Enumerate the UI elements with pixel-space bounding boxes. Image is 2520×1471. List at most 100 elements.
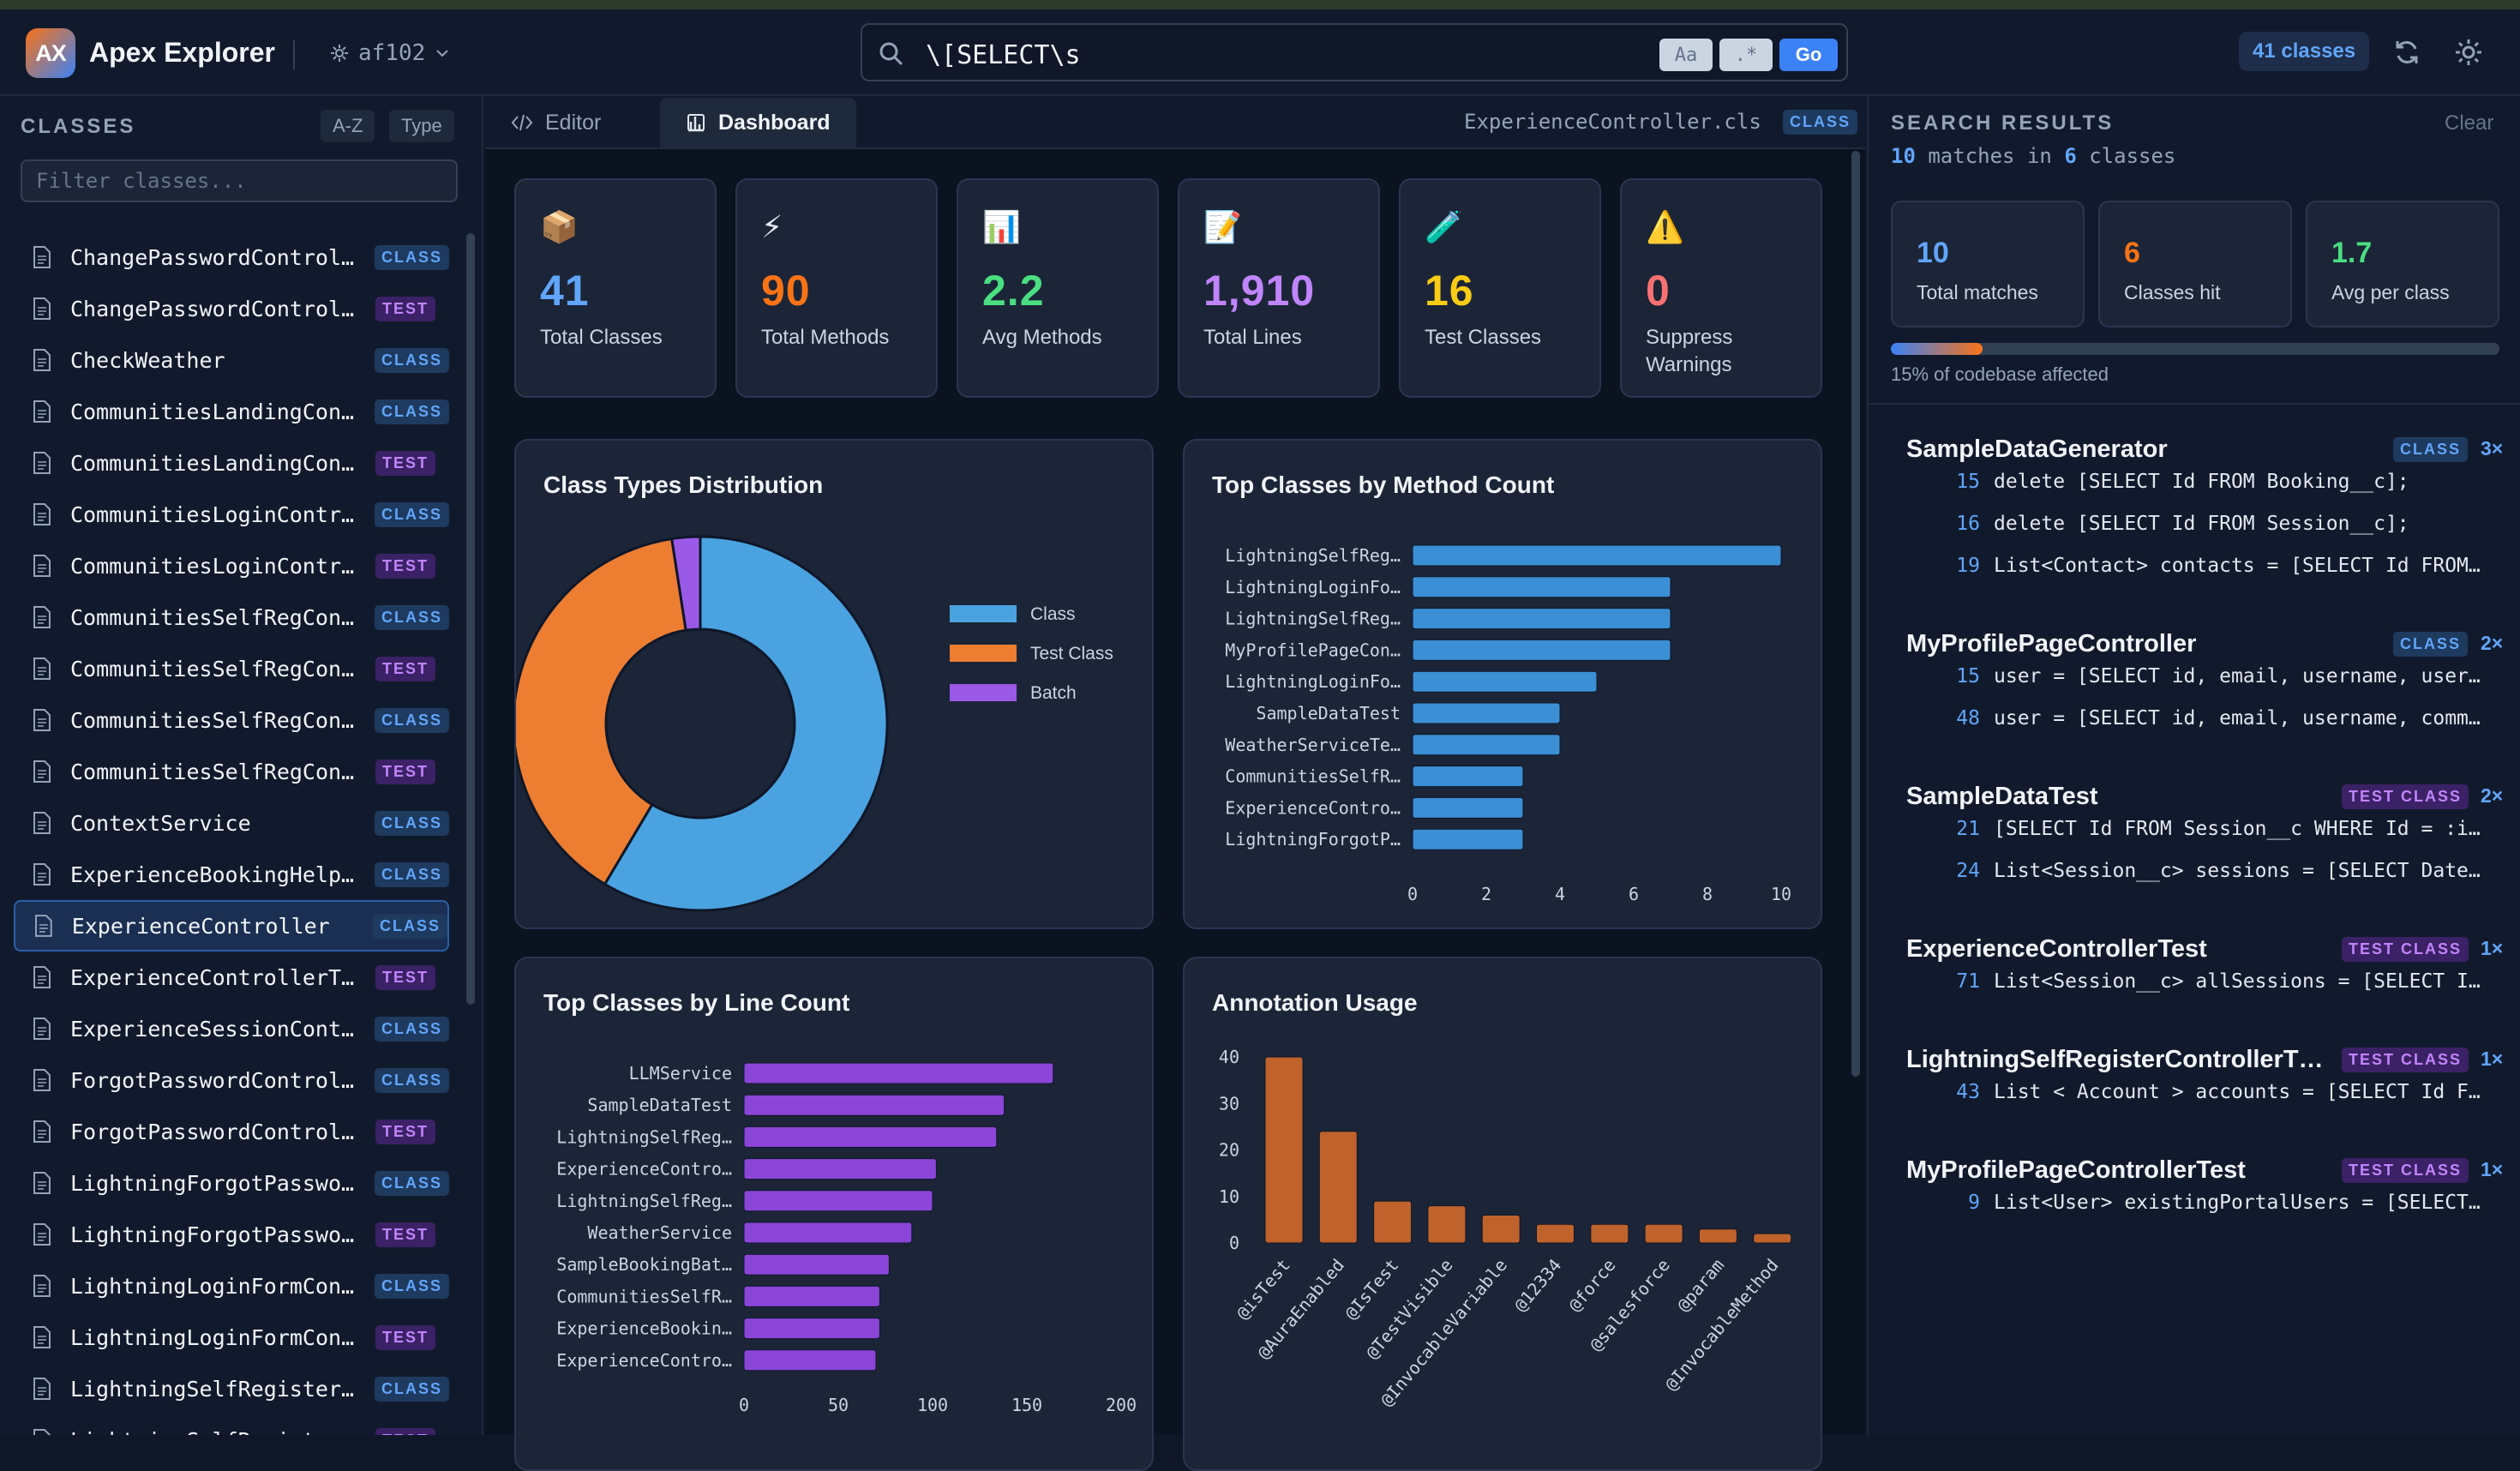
result-line[interactable]: 24 List<Session__c> sessions = [SELECT Da… (1942, 850, 2491, 892)
result-line[interactable]: 15 delete [SELECT Id FROM Booking__c]; (1942, 461, 2491, 502)
bar[interactable] (743, 1285, 880, 1307)
bar[interactable] (1590, 1223, 1629, 1244)
clear-results-button[interactable]: Clear (2445, 111, 2494, 135)
result-line[interactable]: 71 List<Session__c> allSessions = [SELECT… (1942, 961, 2491, 1002)
class-list-item[interactable]: CommunitiesSelfRegContr… TEST (14, 746, 449, 797)
bar[interactable] (1698, 1228, 1737, 1244)
class-list-item[interactable]: ForgotPasswordControlle… TEST (14, 1106, 449, 1157)
result-line[interactable]: 15 user = [SELECT id, email, username, us… (1942, 656, 2491, 697)
tab-editor[interactable]: Editor (485, 98, 627, 147)
bar[interactable] (1481, 1214, 1521, 1244)
result-line[interactable]: 19 List<Contact> contacts = [SELECT Id FR… (1942, 545, 2491, 586)
tick-label: 30 (1219, 1093, 1239, 1114)
class-list-item[interactable]: CommunitiesSelfRegConfi… TEST (14, 643, 449, 694)
result-line[interactable]: 9 List<User> existingPortalUsers = [SELEC… (1942, 1182, 2491, 1223)
class-list-item[interactable]: CommunitiesLoginControl… TEST (14, 540, 449, 591)
bar[interactable] (743, 1222, 913, 1244)
regex-button[interactable]: .* (1719, 39, 1773, 71)
match-case-button[interactable]: Aa (1659, 39, 1713, 71)
pie-slice[interactable] (603, 535, 889, 912)
result-class-name[interactable]: LightningSelfRegisterControllerT… (1906, 1046, 2324, 1073)
bar[interactable] (743, 1318, 880, 1340)
pie-slice[interactable] (516, 537, 687, 886)
class-type-badge: TEST (375, 450, 436, 476)
search-bar[interactable]: \[SELECT\s Aa .* Go (861, 23, 1848, 81)
class-filter-input[interactable] (21, 159, 458, 202)
class-list-item[interactable]: CommunitiesLandingContr… TEST (14, 437, 449, 489)
class-list-item[interactable]: ExperienceBookingHelper CLASS (14, 849, 449, 900)
result-line[interactable]: 16 delete [SELECT Id FROM Session__c]; (1942, 503, 2491, 544)
bar[interactable] (1318, 1131, 1358, 1244)
search-input[interactable]: \[SELECT\s (926, 40, 1081, 70)
result-type-badge: TEST CLASS (2342, 1048, 2469, 1072)
class-list-item[interactable]: ExperienceSessionContr… CLASS (14, 1003, 449, 1054)
result-class-name[interactable]: SampleDataTest (1906, 783, 2098, 810)
theme-toggle-icon[interactable] (2453, 37, 2484, 68)
class-list-item[interactable]: ExperienceControllerTest TEST (14, 952, 449, 1003)
result-type-badge: TEST CLASS (2342, 937, 2469, 962)
class-list-item[interactable]: CheckWeather CLASS (14, 334, 449, 386)
class-list-item[interactable]: ContextService CLASS (14, 797, 449, 849)
bar[interactable] (1264, 1056, 1304, 1244)
bar[interactable] (1412, 828, 1524, 850)
refresh-icon[interactable] (2391, 37, 2422, 68)
result-line[interactable]: 48 user = [SELECT id, email, username, co… (1942, 698, 2491, 739)
line-number: 16 (1956, 513, 1980, 535)
result-class-name[interactable]: MyProfilePageController (1906, 630, 2197, 657)
bar[interactable] (743, 1190, 933, 1212)
bar[interactable] (1412, 796, 1524, 819)
category-label: CommunitiesSelfR… (1225, 766, 1401, 787)
bar[interactable] (743, 1094, 1005, 1116)
bar[interactable] (743, 1349, 877, 1372)
sidebar-scrollbar[interactable] (466, 233, 475, 1005)
class-list-item[interactable]: ForgotPasswordControll… CLASS (14, 1054, 449, 1106)
class-type-badge: CLASS (374, 399, 449, 424)
bar[interactable] (743, 1253, 890, 1276)
class-type-badge: TEST (375, 656, 436, 681)
result-line[interactable]: 43 List < Account > accounts = [SELECT Id… (1942, 1072, 2491, 1113)
bar[interactable] (1412, 766, 1524, 788)
class-list-item[interactable]: LightningSelfRegisterC… TEST (14, 1414, 449, 1435)
class-count-badge: 41 classes (2239, 32, 2370, 71)
sort-type-button[interactable]: Type (389, 110, 454, 142)
bar[interactable] (1427, 1205, 1467, 1244)
class-list-item[interactable]: ChangePasswordControlle… TEST (14, 283, 449, 334)
bar[interactable] (743, 1126, 998, 1148)
class-list-item[interactable]: LightningLoginFormCont… CLASS (14, 1260, 449, 1312)
bar[interactable] (1412, 608, 1671, 630)
class-list-item[interactable]: CommunitiesLandingCont… CLASS (14, 386, 449, 437)
bar[interactable] (1412, 639, 1671, 661)
bar[interactable] (1412, 670, 1598, 693)
class-list-item[interactable]: CommunitiesLoginContro… CLASS (14, 489, 449, 540)
pie-slice[interactable] (670, 535, 702, 633)
result-class-name[interactable]: MyProfilePageControllerTest (1906, 1156, 2246, 1184)
bar[interactable] (743, 1062, 1054, 1084)
bar[interactable] (1753, 1233, 1792, 1244)
bar[interactable] (1373, 1200, 1413, 1244)
branch-selector[interactable]: af102 (329, 40, 451, 66)
bar[interactable] (1644, 1223, 1683, 1244)
sort-az-button[interactable]: A-Z (321, 110, 375, 142)
bar[interactable] (1412, 734, 1561, 756)
class-list-item[interactable]: LightningLoginFormContr… TEST (14, 1312, 449, 1363)
chart-title: Class Types Distribution (543, 471, 824, 498)
class-list-item[interactable]: LightningForgotPasswor… CLASS (14, 1157, 449, 1209)
tab-dashboard[interactable]: Dashboard (660, 98, 856, 147)
main-scrollbar[interactable] (1851, 151, 1860, 1077)
class-list-item[interactable]: LightningSelfRegisterC… CLASS (14, 1363, 449, 1414)
result-line[interactable]: 21 [SELECT Id FROM Session__c WHERE Id = … (1942, 808, 2491, 850)
class-list-item[interactable]: CommunitiesSelfRegConf… CLASS (14, 591, 449, 643)
bar[interactable] (1412, 702, 1561, 724)
class-list-item[interactable]: LightningForgotPassword… TEST (14, 1209, 449, 1260)
bar[interactable] (1412, 576, 1671, 598)
class-list-item[interactable]: ChangePasswordControll… CLASS (14, 231, 449, 283)
bar[interactable] (1536, 1223, 1575, 1244)
result-class-name[interactable]: ExperienceControllerTest (1906, 935, 2207, 963)
class-list-item[interactable]: CommunitiesSelfRegCont… CLASS (14, 694, 449, 746)
bar[interactable] (1412, 544, 1782, 567)
result-class-name[interactable]: SampleDataGenerator (1906, 435, 2168, 463)
go-button[interactable]: Go (1779, 39, 1838, 71)
class-name: CommunitiesSelfRegCont… (69, 707, 364, 733)
class-list-item[interactable]: ExperienceController CLASS (14, 900, 449, 952)
bar[interactable] (743, 1158, 937, 1180)
